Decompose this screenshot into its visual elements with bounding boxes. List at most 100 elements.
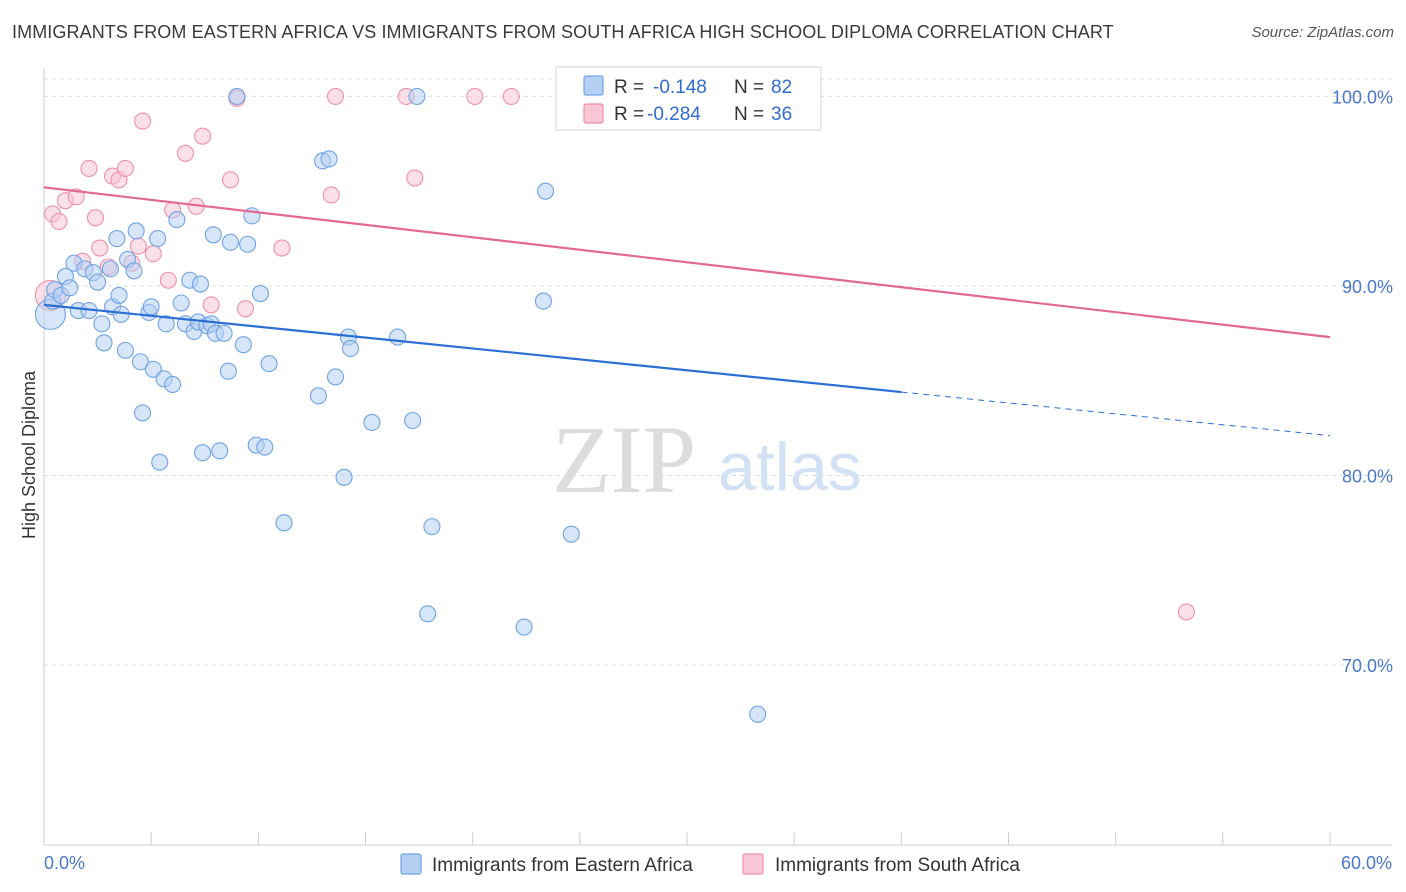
south-africa-point-15	[134, 112, 152, 130]
eastern-africa-point-51	[239, 235, 257, 253]
watermark: ZIP atlas	[552, 406, 862, 513]
eastern-africa-point-27	[144, 360, 162, 378]
eastern-africa-point-66	[389, 328, 407, 346]
eastern-africa-point-54	[251, 284, 270, 303]
y-tick-labels: 70.0% 80.0% 90.0% 100.0%	[1332, 87, 1393, 676]
south-africa-point-8	[91, 239, 109, 257]
eastern-africa-point-55	[256, 438, 274, 456]
eastern-africa-point-21	[125, 262, 143, 280]
eastern-africa-point-60	[320, 150, 338, 168]
x-tick-label-max: 60.0%	[1341, 853, 1392, 873]
legend: Immigrants from Eastern Africa Immigrant…	[400, 853, 1020, 876]
eastern-africa-point-33	[168, 211, 186, 229]
south-africa-point-12	[116, 159, 134, 177]
eastern-africa-point-61	[326, 368, 345, 386]
eastern-africa-point-67	[404, 411, 422, 430]
south-africa-point-27	[322, 186, 340, 204]
south-africa-point-22	[202, 296, 220, 314]
watermark-zip: ZIP	[552, 406, 696, 513]
south-africa-point-31	[466, 87, 484, 105]
eastern-africa-point-49	[228, 87, 246, 105]
trendline-eastern-africa-extension	[901, 391, 1331, 437]
eastern-africa-point-68	[408, 87, 426, 105]
eastern-africa-point-65	[363, 413, 381, 431]
south-africa-point-25	[236, 300, 255, 318]
south-africa-point-26	[273, 239, 291, 257]
eastern-africa-point-39	[191, 275, 210, 293]
stats-blue-n-label: N =	[734, 77, 764, 98]
legend-blue-swatch	[400, 853, 422, 875]
y-axis-title: High School Diploma	[19, 370, 39, 539]
eastern-africa-point-29	[151, 453, 169, 471]
south-africa-point-14	[129, 237, 147, 255]
stats-pink-r-label: R =	[614, 104, 644, 125]
y-tick-label-0: 70.0%	[1342, 656, 1393, 676]
x-ticks	[43, 832, 1331, 845]
legend-pink-label: Immigrants from South Africa	[775, 855, 1020, 876]
eastern-africa-point-71	[515, 618, 533, 636]
eastern-africa-point-5	[61, 279, 79, 297]
eastern-africa-point-17	[110, 286, 128, 304]
series-eastern-africa	[34, 87, 784, 723]
eastern-africa-point-19	[116, 341, 134, 359]
south-africa-point-32	[502, 87, 520, 105]
axes	[43, 68, 1392, 846]
chart-title: IMMIGRANTS FROM EASTERN AFRICA VS IMMIGR…	[12, 22, 1114, 42]
series-south-africa	[34, 87, 1195, 621]
eastern-africa-point-12	[93, 315, 111, 333]
eastern-africa-point-23	[131, 353, 149, 371]
eastern-africa-point-43	[204, 226, 222, 244]
trendline-south-africa	[43, 186, 1331, 339]
chart-source: Source: ZipAtlas.com	[1251, 24, 1394, 41]
eastern-africa-point-28	[149, 230, 167, 248]
stats-pink-n-label: N =	[734, 104, 764, 125]
eastern-africa-point-58	[309, 387, 327, 405]
y-tick-label-3: 100.0%	[1332, 87, 1393, 107]
stats-blue-r-label: R =	[614, 77, 644, 98]
eastern-africa-point-72	[534, 292, 552, 310]
legend-blue-label: Immigrants from Eastern Africa	[432, 855, 693, 876]
eastern-africa-point-14	[101, 260, 119, 278]
eastern-africa-point-32	[164, 375, 182, 394]
south-africa-point-4	[67, 188, 85, 206]
eastern-africa-point-73	[536, 182, 555, 200]
stats-blue-n-value: 82	[771, 77, 792, 98]
eastern-africa-point-26	[142, 298, 160, 316]
eastern-africa-point-24	[134, 404, 152, 422]
eastern-africa-point-11	[89, 273, 107, 291]
south-africa-point-33	[1177, 603, 1195, 621]
y-tick-label-2: 90.0%	[1342, 277, 1393, 297]
stats-pink-n-value: 36	[771, 104, 792, 125]
eastern-africa-point-45	[211, 442, 229, 460]
south-africa-point-28	[326, 87, 345, 105]
south-africa-point-23	[221, 171, 240, 189]
south-africa-point-16	[144, 245, 162, 263]
eastern-africa-point-31	[157, 315, 175, 333]
eastern-africa-point-62	[335, 468, 353, 486]
legend-pink-swatch	[742, 853, 764, 875]
y-tick-label-1: 80.0%	[1342, 466, 1393, 486]
eastern-africa-point-56	[260, 355, 278, 373]
south-africa-point-2	[50, 212, 68, 231]
x-tick-label-min: 0.0%	[44, 853, 85, 873]
eastern-africa-point-13	[95, 334, 113, 352]
eastern-africa-point-47	[219, 362, 237, 380]
south-africa-point-7	[86, 209, 104, 227]
south-africa-point-21	[194, 127, 212, 145]
south-africa-point-19	[176, 144, 195, 162]
eastern-africa-point-16	[108, 230, 126, 248]
eastern-africa-point-70	[423, 518, 441, 536]
eastern-africa-point-46	[215, 324, 233, 342]
south-africa-point-6	[80, 159, 98, 177]
eastern-africa-point-76	[749, 705, 767, 723]
gridlines	[44, 78, 1392, 666]
watermark-atlas: atlas	[718, 429, 862, 505]
stats-blue-r-value: -0.148	[653, 77, 707, 98]
eastern-africa-point-40	[194, 444, 212, 462]
eastern-africa-point-69	[419, 605, 437, 623]
eastern-africa-point-34	[172, 294, 190, 312]
stats-pink-swatch	[583, 103, 604, 124]
south-africa-point-30	[406, 169, 424, 187]
stats-box: R = -0.148 N = 82 R = -0.284 N = 36	[555, 66, 822, 131]
